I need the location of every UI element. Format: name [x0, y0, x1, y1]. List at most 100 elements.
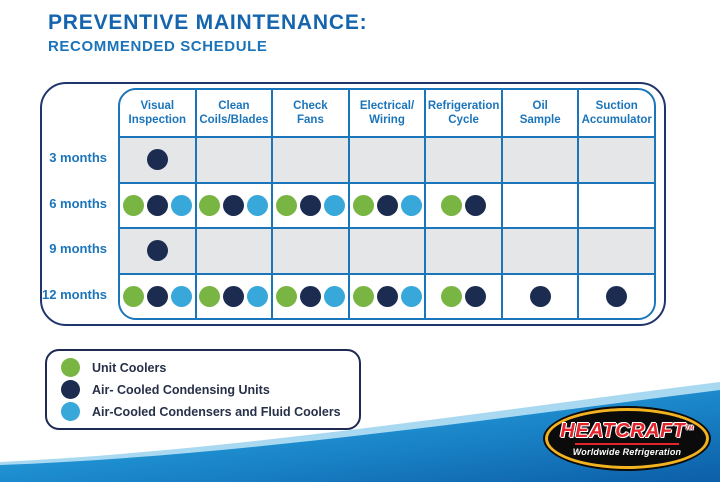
- grid-body: [120, 136, 654, 318]
- title-line1: PREVENTIVE MAINTENANCE:: [48, 11, 368, 34]
- legend-dot-green: [61, 358, 80, 377]
- logo-rule: [575, 442, 679, 445]
- dot-navy: [146, 240, 168, 262]
- schedule-container: 3 months 6 months 9 months 12 months Visual…: [40, 82, 666, 326]
- schedule-cell: [500, 274, 578, 318]
- logo-tagline: Worldwide Refrigeration: [572, 446, 682, 457]
- schedule-cell: [120, 229, 195, 273]
- schedule-cell: [577, 274, 654, 318]
- dot-navy: [299, 285, 321, 307]
- schedule-cell: [577, 183, 654, 227]
- schedule-cell: [194, 183, 272, 227]
- dot-lightblue: [400, 285, 422, 307]
- logo-wordmark: HEATCRAFTTM: [560, 419, 694, 442]
- row-label-9-months: 9 months: [49, 241, 107, 257]
- schedule-row-12-months: [120, 272, 654, 318]
- schedule-cell: [120, 274, 195, 318]
- dot-green: [352, 285, 374, 307]
- dot-lightblue: [170, 194, 192, 216]
- dot-navy: [606, 285, 628, 307]
- row-labels: 3 months 6 months 9 months 12 months: [42, 135, 116, 317]
- schedule-cell: [500, 229, 578, 273]
- schedule-cell: [194, 274, 272, 318]
- column-header-1: Clean Coils/Blades: [194, 90, 272, 136]
- dot-green: [199, 194, 221, 216]
- column-header-6: Suction Accumulator: [577, 90, 654, 136]
- dot-lightblue: [323, 194, 345, 216]
- schedule-grid: Visual Inspection Clean Coils/Blades Check…: [118, 88, 656, 320]
- dot-navy: [465, 194, 487, 216]
- column-header-3: Electrical/ Wiring: [347, 90, 425, 136]
- schedule-cell: [271, 138, 348, 182]
- dot-navy: [146, 149, 168, 171]
- legend-item-2: Air-Cooled Condensers and Fluid Coolers: [61, 402, 359, 421]
- column-header-0: Visual Inspection: [128, 99, 187, 126]
- dot-navy: [529, 285, 551, 307]
- schedule-cell: [577, 138, 654, 182]
- schedule-cell: [347, 183, 425, 227]
- legend-dot-navy: [61, 380, 80, 399]
- dot-navy: [376, 285, 398, 307]
- schedule-cell: [347, 274, 425, 318]
- legend-label: Air-Cooled Condensers and Fluid Coolers: [92, 404, 341, 419]
- dot-green: [441, 285, 463, 307]
- legend-label: Air- Cooled Condensing Units: [92, 382, 270, 397]
- schedule-cell: [347, 229, 425, 273]
- dot-green: [275, 194, 297, 216]
- schedule-cell: [424, 274, 501, 318]
- trademark-symbol: TM: [685, 424, 694, 431]
- schedule-cell: [424, 229, 501, 273]
- dot-lightblue: [170, 285, 192, 307]
- dot-navy: [223, 285, 245, 307]
- row-label-6-months: 6 months: [49, 195, 107, 211]
- schedule-cell: [347, 138, 425, 182]
- schedule-cell: [120, 138, 195, 182]
- legend-label: Unit Coolers: [92, 360, 167, 375]
- schedule-cell: [424, 183, 501, 227]
- schedule-cell: [120, 183, 195, 227]
- legend-dot-lightblue: [61, 402, 80, 421]
- schedule-row-9-months: [120, 227, 654, 273]
- dot-lightblue: [247, 285, 269, 307]
- row-label-3-months: 3 months: [49, 150, 107, 166]
- dot-green: [441, 194, 463, 216]
- dot-navy: [299, 194, 321, 216]
- schedule-cell: [424, 138, 501, 182]
- column-header-2: Check Fans: [271, 90, 348, 136]
- schedule-cell: [194, 138, 272, 182]
- column-header-4: Refrigeration Cycle: [424, 90, 501, 136]
- title-line2: RECOMMENDED SCHEDULE: [48, 38, 268, 55]
- dot-navy: [223, 194, 245, 216]
- heatcraft-logo: HEATCRAFTTM Worldwide Refrigeration: [545, 408, 709, 469]
- legend-item-1: Air- Cooled Condensing Units: [61, 380, 359, 399]
- dot-green: [122, 285, 144, 307]
- schedule-row-6-months: [120, 181, 654, 227]
- schedule-cell: [271, 183, 348, 227]
- dot-green: [122, 194, 144, 216]
- schedule-cell: [194, 229, 272, 273]
- row-label-12-months: 12 months: [42, 286, 108, 302]
- dot-green: [199, 285, 221, 307]
- schedule-cell: [271, 229, 348, 273]
- schedule-cell: [500, 138, 578, 182]
- column-headers: Visual Inspection Clean Coils/Blades Check…: [120, 90, 654, 136]
- dot-lightblue: [323, 285, 345, 307]
- dot-lightblue: [400, 194, 422, 216]
- legend-item-0: Unit Coolers: [61, 358, 359, 377]
- schedule-cell: [577, 229, 654, 273]
- legend-box: Unit Coolers Air- Cooled Condensing Units…: [45, 349, 361, 430]
- dot-navy: [376, 194, 398, 216]
- dot-green: [352, 194, 374, 216]
- dot-lightblue: [247, 194, 269, 216]
- schedule-cell: [271, 274, 348, 318]
- page-title: PREVENTIVE MAINTENANCE: RECOMMENDED SCHE…: [48, 11, 367, 55]
- dot-green: [275, 285, 297, 307]
- dot-navy: [465, 285, 487, 307]
- schedule-cell: [500, 183, 578, 227]
- dot-navy: [146, 194, 168, 216]
- bottom-swoosh-graphic: [0, 382, 720, 482]
- column-header-5: Oil Sample: [500, 90, 578, 136]
- schedule-row-3-months: [120, 136, 654, 182]
- dot-navy: [146, 285, 168, 307]
